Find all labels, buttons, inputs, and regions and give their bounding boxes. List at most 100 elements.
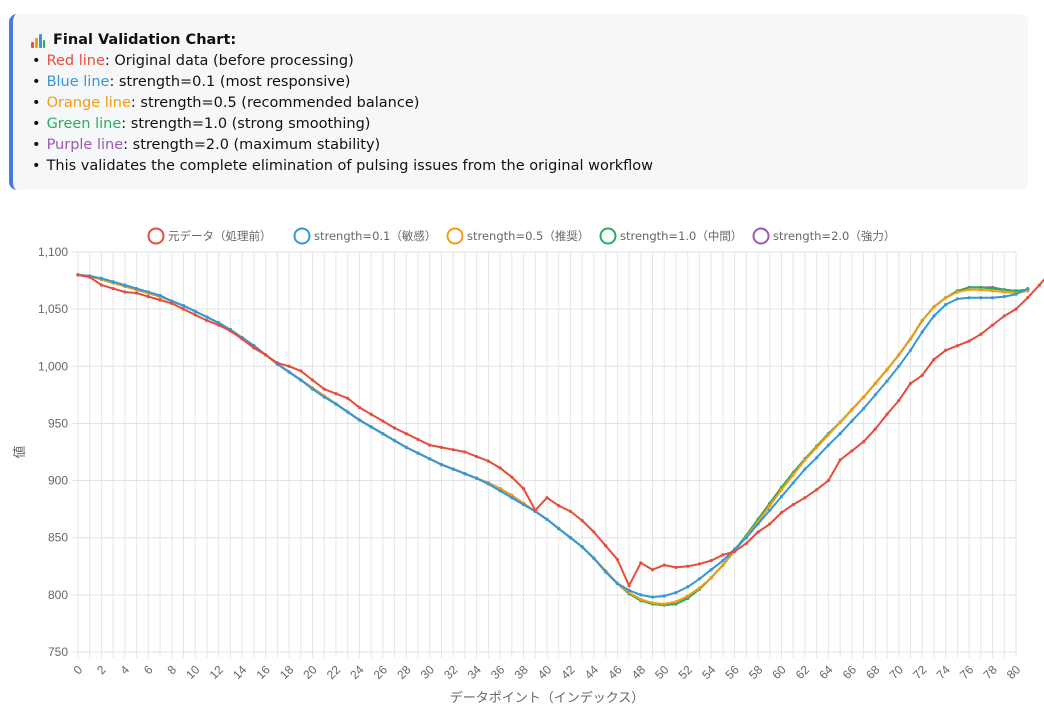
data-point <box>861 440 866 444</box>
data-point <box>826 433 831 437</box>
data-point <box>674 602 678 606</box>
data-point <box>955 290 959 294</box>
data-point <box>990 286 995 291</box>
data-point <box>920 318 924 323</box>
data-point <box>779 494 784 499</box>
data-point <box>334 402 338 406</box>
data-point <box>838 420 842 424</box>
data-point <box>357 405 361 410</box>
x-tick-label: 2 <box>94 662 109 677</box>
data-point <box>521 486 526 491</box>
data-point <box>639 593 643 597</box>
data-point <box>709 558 713 563</box>
data-point <box>955 344 959 348</box>
x-tick-label: 28 <box>394 662 414 682</box>
data-point <box>486 459 490 463</box>
data-point <box>674 600 678 604</box>
note-item-text: : strength=1.0 (strong smoothing) <box>121 116 371 132</box>
data-point <box>170 301 174 306</box>
data-point <box>1002 288 1006 292</box>
data-point <box>733 549 737 554</box>
y-tick-label: 1,050 <box>38 302 68 316</box>
data-point <box>240 337 244 341</box>
data-point <box>193 309 197 314</box>
data-point <box>99 276 104 280</box>
x-tick-label: 76 <box>957 662 977 682</box>
data-point <box>217 323 221 327</box>
x-tick-label: 60 <box>769 662 789 682</box>
data-point <box>545 517 549 522</box>
legend-label: strength=0.1（敏感） <box>314 229 436 243</box>
data-point <box>580 545 584 549</box>
x-tick-label: 20 <box>300 662 320 682</box>
x-tick-label: 66 <box>840 662 860 682</box>
data-point <box>158 293 162 298</box>
data-point <box>381 432 385 436</box>
note-item: • Red line: Original data (before process… <box>32 53 354 69</box>
data-point <box>709 576 713 580</box>
data-point <box>217 321 221 325</box>
legend-label: strength=1.0（中間） <box>620 229 742 243</box>
data-point <box>803 458 807 462</box>
data-point <box>627 590 631 595</box>
x-tick-label: 14 <box>230 662 250 682</box>
data-point <box>1037 283 1042 287</box>
data-point <box>252 346 256 350</box>
data-point <box>275 361 279 365</box>
x-tick-label: 32 <box>441 662 461 682</box>
x-tick-label: 74 <box>934 662 954 682</box>
data-point <box>662 602 666 606</box>
data-point <box>756 522 760 526</box>
note-item-color-label: Orange line <box>46 95 131 111</box>
data-point <box>920 330 924 334</box>
data-point <box>322 395 326 399</box>
data-point <box>475 476 479 480</box>
data-point <box>498 466 502 470</box>
data-point <box>815 445 819 450</box>
data-point <box>791 481 795 485</box>
data-point <box>674 565 678 570</box>
legend-label: strength=0.5（推奨） <box>467 229 589 243</box>
data-point <box>885 379 889 383</box>
data-point <box>463 450 467 454</box>
data-point <box>451 448 455 452</box>
data-point <box>439 462 444 467</box>
data-point <box>803 467 807 471</box>
data-point <box>310 387 315 391</box>
data-point <box>357 418 361 422</box>
data-point <box>475 454 479 459</box>
x-tick-label: 50 <box>652 662 672 682</box>
data-point <box>264 353 268 357</box>
data-point <box>498 489 502 493</box>
data-point <box>346 396 350 400</box>
data-point <box>416 437 420 442</box>
data-point <box>744 541 748 546</box>
data-point <box>510 496 514 500</box>
data-point <box>639 597 643 602</box>
x-tick-label: 64 <box>816 662 836 682</box>
y-tick-label: 850 <box>48 531 68 545</box>
note-item-text: : strength=0.1 (most responsive) <box>109 74 351 90</box>
x-tick-label: 26 <box>371 662 391 682</box>
data-point <box>1014 292 1018 296</box>
x-tick-label: 6 <box>141 662 156 677</box>
data-point <box>580 518 584 523</box>
data-point <box>650 595 655 599</box>
data-point <box>1026 286 1030 291</box>
data-point <box>873 427 877 431</box>
data-point <box>897 353 901 357</box>
data-point <box>990 289 995 293</box>
data-point <box>908 381 913 386</box>
data-point <box>592 556 596 560</box>
data-point <box>686 594 690 598</box>
y-tick-label: 1,100 <box>38 245 68 259</box>
data-point <box>990 296 995 300</box>
data-point <box>908 348 913 352</box>
data-point <box>779 488 784 492</box>
x-tick-label: 18 <box>277 662 297 682</box>
data-point <box>521 502 526 507</box>
data-point <box>627 584 631 588</box>
data-point <box>510 475 514 479</box>
info-note: Final Validation Chart: • Red line: Origi… <box>9 14 1028 190</box>
